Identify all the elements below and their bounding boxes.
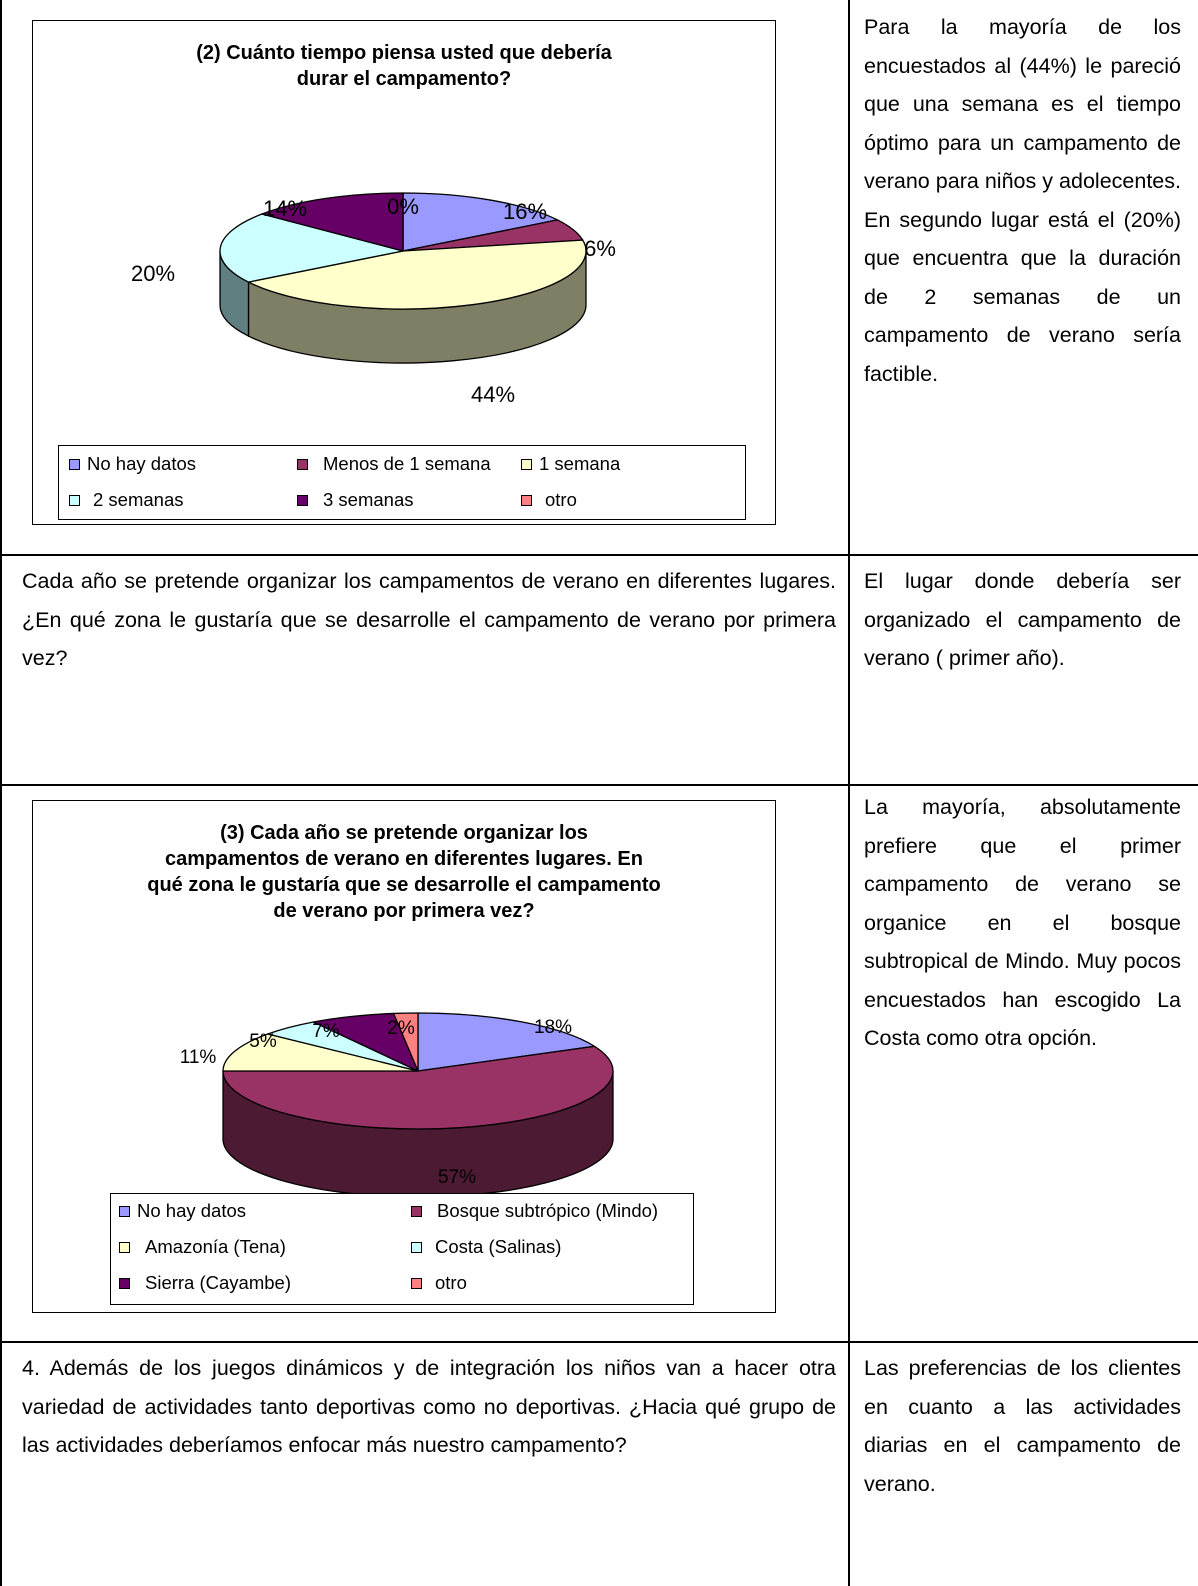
pie-data-label: 5% — [249, 1031, 277, 1052]
row-4-question: 4. Además de los juegos dinámicos y de i… — [22, 1356, 836, 1457]
legend-label: otro — [435, 1272, 467, 1293]
pie-data-label: 11% — [180, 1047, 217, 1068]
table-column-divider — [848, 0, 850, 1586]
chart-1-title-line: (2) Cuánto tiempo piensa usted que deber… — [196, 42, 612, 64]
row-divider-3 — [0, 1341, 1198, 1343]
pie-data-label: 7% — [312, 1021, 340, 1042]
pie-slice — [222, 1045, 614, 1130]
pie-data-label: 14% — [263, 196, 307, 221]
legend-swatch — [411, 1278, 422, 1289]
legend-label: Amazonía (Tena) — [145, 1236, 286, 1257]
pie-data-label: 18% — [534, 1017, 572, 1038]
row-1-commentary: Para la mayoría de los encuestados al (4… — [864, 15, 1181, 386]
pie-slice — [402, 192, 559, 252]
legend-label: 1 semana — [539, 453, 621, 474]
row-2-question: Cada año se pretende organizar los campa… — [22, 569, 836, 670]
row-divider-1 — [0, 554, 1198, 556]
chart-2-legend: No hay datos Bosque subtrópico (Mindo) A… — [110, 1193, 694, 1305]
legend-label: Menos de 1 semana — [323, 453, 491, 474]
pie-data-label: 6% — [584, 236, 616, 261]
chart-2-title-line: campamentos de verano en diferentes luga… — [165, 848, 643, 870]
pie-slice — [417, 1012, 596, 1072]
chart-2-title: (3) Cada año se pretende organizar los c… — [33, 820, 775, 924]
pie-slice — [222, 1033, 419, 1072]
legend-label: 2 semanas — [93, 489, 184, 510]
chart-2-frame: (3) Cada año se pretende organizar los c… — [32, 800, 776, 1313]
pie-data-label: 2% — [387, 1018, 415, 1039]
legend-label: Costa (Salinas) — [435, 1236, 562, 1257]
legend-swatch — [521, 495, 532, 506]
pie-data-label: 44% — [471, 382, 515, 407]
legend-label: No hay datos — [87, 453, 197, 474]
legend-swatch — [119, 1278, 130, 1289]
chart-1-frame: (2) Cuánto tiempo piensa usted que deber… — [32, 20, 776, 525]
chart-1-pie: 16% 6% 44% 20% 14% 0% — [131, 192, 616, 407]
legend-swatch — [119, 1242, 130, 1253]
pie-slice — [392, 1012, 419, 1072]
pie-data-label: 0% — [387, 194, 419, 219]
legend-label: Sierra (Cayambe) — [145, 1272, 291, 1293]
pie-data-label: 16% — [503, 199, 547, 224]
pie-slice — [261, 192, 404, 252]
pie-data-label: 57% — [438, 1167, 476, 1188]
chart-2-pie: 18% 57% 11% 5% 7% 2% — [180, 1012, 614, 1198]
pie-slice — [219, 213, 404, 283]
table-border-left — [0, 0, 2, 1586]
legend-label: No hay datos — [137, 1200, 247, 1221]
pie-slice — [247, 239, 587, 310]
row-4-commentary: Las preferencias de los clientes en cuan… — [864, 1356, 1181, 1496]
legend-swatch — [119, 1206, 130, 1217]
row-2-commentary: El lugar donde debería ser organizado el… — [864, 569, 1181, 670]
legend-label: otro — [545, 489, 577, 510]
row-divider-2 — [0, 784, 1198, 786]
legend-swatch — [297, 459, 308, 470]
legend-swatch — [411, 1206, 422, 1217]
pie-data-label: 20% — [131, 261, 175, 286]
chart-1-title: (2) Cuánto tiempo piensa usted que deber… — [33, 40, 775, 92]
chart-2-title-line: qué zona le gustaría que se desarrolle e… — [147, 874, 661, 896]
chart-2-title-line: de verano por primera vez? — [273, 900, 535, 922]
chart-1-legend: No hay datos Menos de 1 semana 1 semana … — [58, 445, 746, 520]
legend-swatch — [411, 1242, 422, 1253]
legend-swatch — [69, 459, 80, 470]
legend-swatch — [297, 495, 308, 506]
legend-label: 3 semanas — [323, 489, 414, 510]
row-3-commentary: La mayoría, absolutamente prefiere que e… — [864, 795, 1181, 1050]
legend-swatch — [521, 459, 532, 470]
legend-swatch — [69, 495, 80, 506]
chart-2-title-line: (3) Cada año se pretende organizar los — [220, 822, 588, 844]
legend-label: Bosque subtrópico (Mindo) — [437, 1200, 659, 1221]
chart-1-title-line: durar el campamento? — [296, 68, 512, 90]
